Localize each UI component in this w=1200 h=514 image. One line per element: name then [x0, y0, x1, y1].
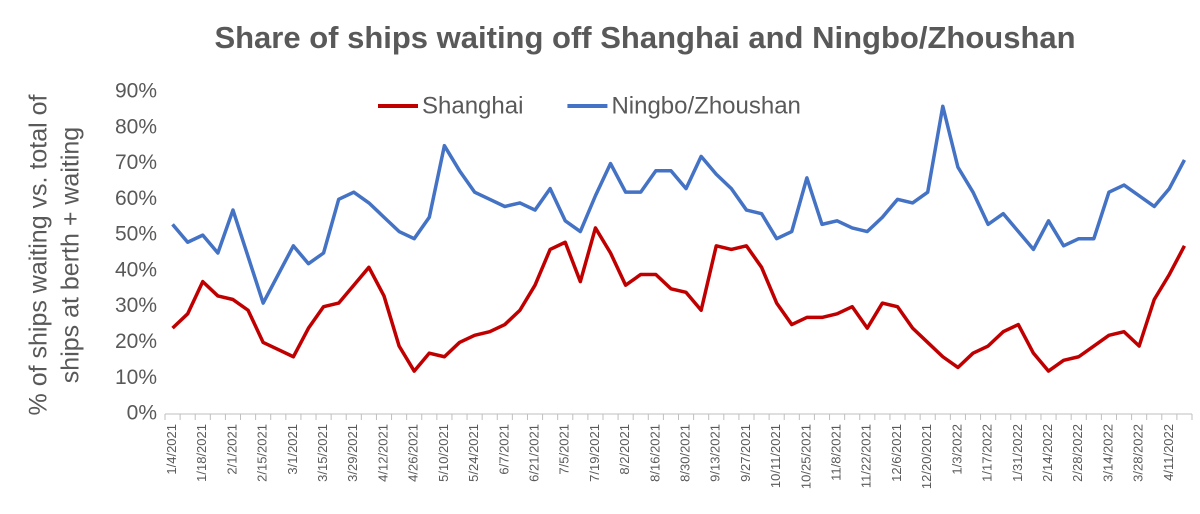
x-tick-label: 5/24/2021	[466, 424, 481, 482]
y-tick-label: 20%	[115, 330, 157, 353]
series-line	[171, 226, 1186, 373]
x-tick-label: 3/29/2021	[345, 424, 360, 482]
y-tick-label: 50%	[115, 223, 157, 246]
y-tick-label: 0%	[127, 402, 157, 425]
x-tick-label: 4/12/2021	[375, 424, 390, 482]
y-tick-label: 70%	[115, 151, 157, 174]
x-tick-label: 7/5/2021	[557, 424, 572, 475]
x-tick-label: 2/15/2021	[255, 424, 270, 482]
x-tick-label: 2/14/2022	[1040, 424, 1055, 482]
x-tick-label: 6/7/2021	[496, 424, 511, 475]
x-tick-label: 4/26/2021	[406, 424, 421, 482]
y-axis-title-line: ships at berth + waiting	[57, 127, 85, 383]
x-tick-label: 11/22/2021	[859, 424, 874, 488]
x-tick-label: 10/25/2021	[798, 424, 813, 489]
x-tick-label: 3/14/2022	[1100, 424, 1115, 482]
x-tick-label: 3/1/2021	[285, 424, 300, 475]
x-tick-label: 11/8/2021	[829, 424, 844, 481]
x-tick-label: 8/16/2021	[647, 424, 662, 482]
x-tick-label: 3/15/2021	[315, 424, 330, 482]
x-tick-label: 6/21/2021	[526, 424, 541, 482]
chart-title: Share of ships waiting off Shanghai and …	[214, 20, 1075, 55]
x-tick-label: 1/17/2022	[980, 424, 995, 482]
x-tick-label: 5/10/2021	[436, 424, 451, 482]
y-tick-label: 40%	[115, 258, 157, 281]
x-tick-label: 7/19/2021	[587, 424, 602, 482]
y-tick-label: 10%	[115, 366, 157, 389]
y-tick-label: 80%	[115, 115, 157, 138]
legend-label: Shanghai	[422, 92, 523, 119]
x-tick-label: 1/31/2022	[1010, 424, 1025, 482]
legend-label: Ningbo/Zhoushan	[611, 92, 800, 119]
y-tick-label: 90%	[115, 80, 157, 103]
y-axis-title: % of ships waiting vs. total of ships at…	[25, 94, 85, 415]
x-tick-label: 8/2/2021	[617, 424, 632, 475]
x-tick-label: 3/28/2022	[1131, 424, 1146, 482]
y-tick-label: 30%	[115, 294, 157, 317]
x-tick-label: 9/27/2021	[738, 424, 753, 482]
y-tick-label: 60%	[115, 187, 157, 210]
x-tick-label: 12/6/2021	[889, 424, 904, 482]
x-tick-label: 2/28/2022	[1070, 424, 1085, 482]
x-tick-label: 2/1/2021	[224, 424, 239, 475]
x-tick-label: 1/3/2022	[949, 424, 964, 475]
x-tick-label: 1/18/2021	[194, 424, 209, 482]
series-line	[171, 104, 1186, 305]
x-tick-label: 4/11/2022	[1161, 424, 1176, 481]
x-tick-label: 10/11/2021	[768, 424, 783, 488]
x-tick-label: 8/30/2021	[677, 424, 692, 482]
y-axis-title-line: % of ships waiting vs. total of	[25, 94, 53, 415]
x-tick-label: 12/20/2021	[919, 424, 934, 489]
x-tick-label: 1/4/2021	[164, 424, 179, 475]
x-tick-label: 9/13/2021	[708, 424, 723, 482]
